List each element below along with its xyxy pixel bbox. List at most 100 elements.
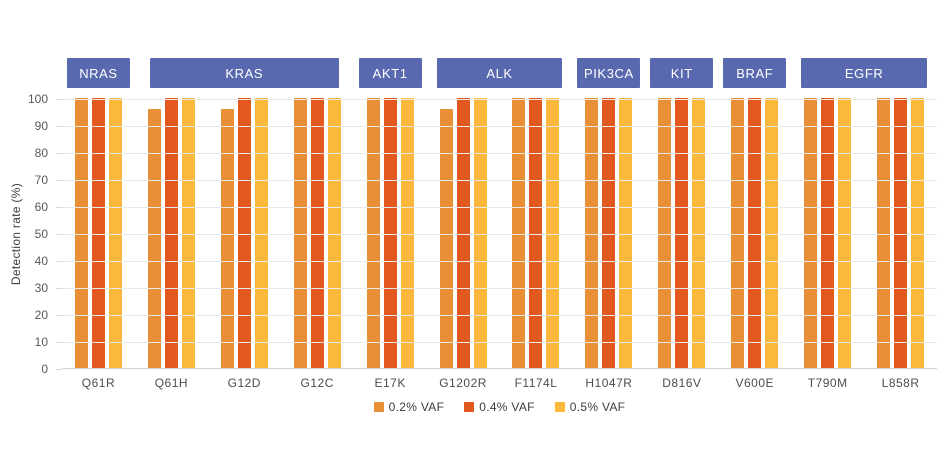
y-tick-label: 50 [34, 227, 48, 241]
bar-group-g12d [208, 98, 281, 368]
x-label-q61h: Q61H [154, 376, 189, 390]
bar-q61h-0.4 [164, 98, 178, 368]
bar-v600e-0.4 [748, 98, 762, 368]
legend-label: 0.2% VAF [388, 400, 445, 414]
bar-g12d-0.2 [220, 108, 234, 368]
gridline [62, 179, 937, 181]
x-axis-labels: Q61R Q61H G12D G12C E17K G1202R F1174L H1047R D8… [62, 376, 937, 390]
bar-e17k-0.5 [400, 98, 414, 368]
bar-group-t790m [791, 98, 864, 368]
gene-box-akt1: AKT1 [358, 58, 422, 88]
x-label-d816v: D816V [662, 376, 702, 390]
y-tick-mark [56, 260, 62, 262]
legend-item-0.4: 0.4% VAF [464, 400, 535, 414]
bar-g12c-0.5 [327, 98, 341, 368]
x-label-g12d: G12D [227, 376, 261, 390]
y-tick-mark [56, 206, 62, 208]
bar-group-l858r [864, 98, 937, 368]
gene-box-kit: KIT [650, 58, 714, 88]
x-label-e17k: E17K [374, 376, 406, 390]
legend: 0.2% VAF 0.4% VAF 0.5% VAF [62, 400, 937, 414]
y-tick-label: 10 [34, 335, 48, 349]
bar-q61h-0.5 [181, 98, 195, 368]
plot-area [62, 98, 937, 369]
bar-e17k-0.4 [383, 98, 397, 368]
gene-cell: AKT1 [354, 58, 427, 88]
y-tick-label: 0 [41, 362, 48, 376]
legend-swatch-icon [464, 402, 475, 412]
y-tick-label: 60 [34, 200, 48, 214]
gene-cell: KIT [645, 58, 718, 88]
bar-groups [62, 98, 937, 368]
bar-f1174l-0.2 [512, 98, 526, 368]
y-tick-mark [56, 233, 62, 235]
gridline [62, 341, 937, 343]
y-axis: 0 10 20 30 40 50 60 70 80 90 100 [0, 92, 62, 376]
bar-h1047r-0.5 [619, 98, 633, 368]
bar-l858r-0.2 [877, 98, 891, 368]
bar-group-q61h [135, 98, 208, 368]
bar-q61r-0.4 [91, 98, 105, 368]
bar-g12d-0.5 [254, 98, 268, 368]
bar-group-q61r [62, 98, 135, 368]
bar-v600e-0.5 [765, 98, 779, 368]
y-tick-label: 80 [34, 146, 48, 160]
x-label-h1047r: H1047R [585, 376, 633, 390]
legend-swatch-icon [554, 402, 565, 412]
gene-cell: EGFR [791, 58, 937, 88]
x-label-g12c: G12C [300, 376, 334, 390]
y-tick-mark [56, 368, 62, 370]
bar-group-f1174l [500, 98, 573, 368]
bar-f1174l-0.4 [529, 98, 543, 368]
bar-g1202r-0.2 [439, 108, 453, 368]
bar-e17k-0.2 [366, 98, 380, 368]
gene-box-egfr: EGFR [801, 58, 928, 88]
gridline [62, 152, 937, 154]
y-tick-mark [56, 179, 62, 181]
bar-t790m-0.4 [821, 98, 835, 368]
gene-cell: ALK [427, 58, 573, 88]
gene-box-braf: BRAF [723, 58, 787, 88]
gridline [62, 125, 937, 127]
bar-q61h-0.2 [147, 108, 161, 368]
gene-box-pik3ca: PIK3CA [577, 58, 641, 88]
y-tick-label: 30 [34, 281, 48, 295]
y-tick-label: 90 [34, 119, 48, 133]
bar-v600e-0.2 [731, 98, 745, 368]
gridline [62, 287, 937, 289]
bar-d816v-0.2 [658, 98, 672, 368]
y-tick-label: 70 [34, 173, 48, 187]
bar-g12c-0.2 [293, 98, 307, 368]
bar-g12c-0.4 [310, 98, 324, 368]
bar-l858r-0.5 [911, 98, 925, 368]
x-label-v600e: V600E [735, 376, 775, 390]
x-label-f1174l: F1174L [514, 376, 558, 390]
bar-group-g1202r [427, 98, 500, 368]
bar-q61r-0.2 [74, 98, 88, 368]
bar-d816v-0.4 [675, 98, 689, 368]
bar-g1202r-0.4 [456, 98, 470, 368]
legend-label: 0.4% VAF [479, 400, 535, 414]
y-tick-mark [56, 152, 62, 154]
gene-box-kras: KRAS [149, 58, 339, 88]
bar-h1047r-0.2 [585, 98, 599, 368]
y-tick-mark [56, 341, 62, 343]
y-tick-mark [56, 98, 62, 100]
bar-group-h1047r [572, 98, 645, 368]
bar-group-g12c [281, 98, 354, 368]
gridline [62, 206, 937, 208]
y-tick-label: 20 [34, 308, 48, 322]
bar-group-e17k [354, 98, 427, 368]
bar-group-v600e [718, 98, 791, 368]
bar-g12d-0.4 [237, 98, 251, 368]
bar-t790m-0.2 [804, 98, 818, 368]
x-label-l858r: L858R [881, 376, 920, 390]
legend-item-0.2: 0.2% VAF [373, 400, 445, 414]
bar-d816v-0.5 [692, 98, 706, 368]
y-tick-mark [56, 125, 62, 127]
x-label-g1202r: G1202R [439, 376, 487, 390]
y-tick-mark [56, 314, 62, 316]
gene-group-row: NRAS KRAS AKT1 ALK PIK3CA KIT BRAF EGFR [62, 58, 937, 88]
gene-cell: KRAS [135, 58, 354, 88]
